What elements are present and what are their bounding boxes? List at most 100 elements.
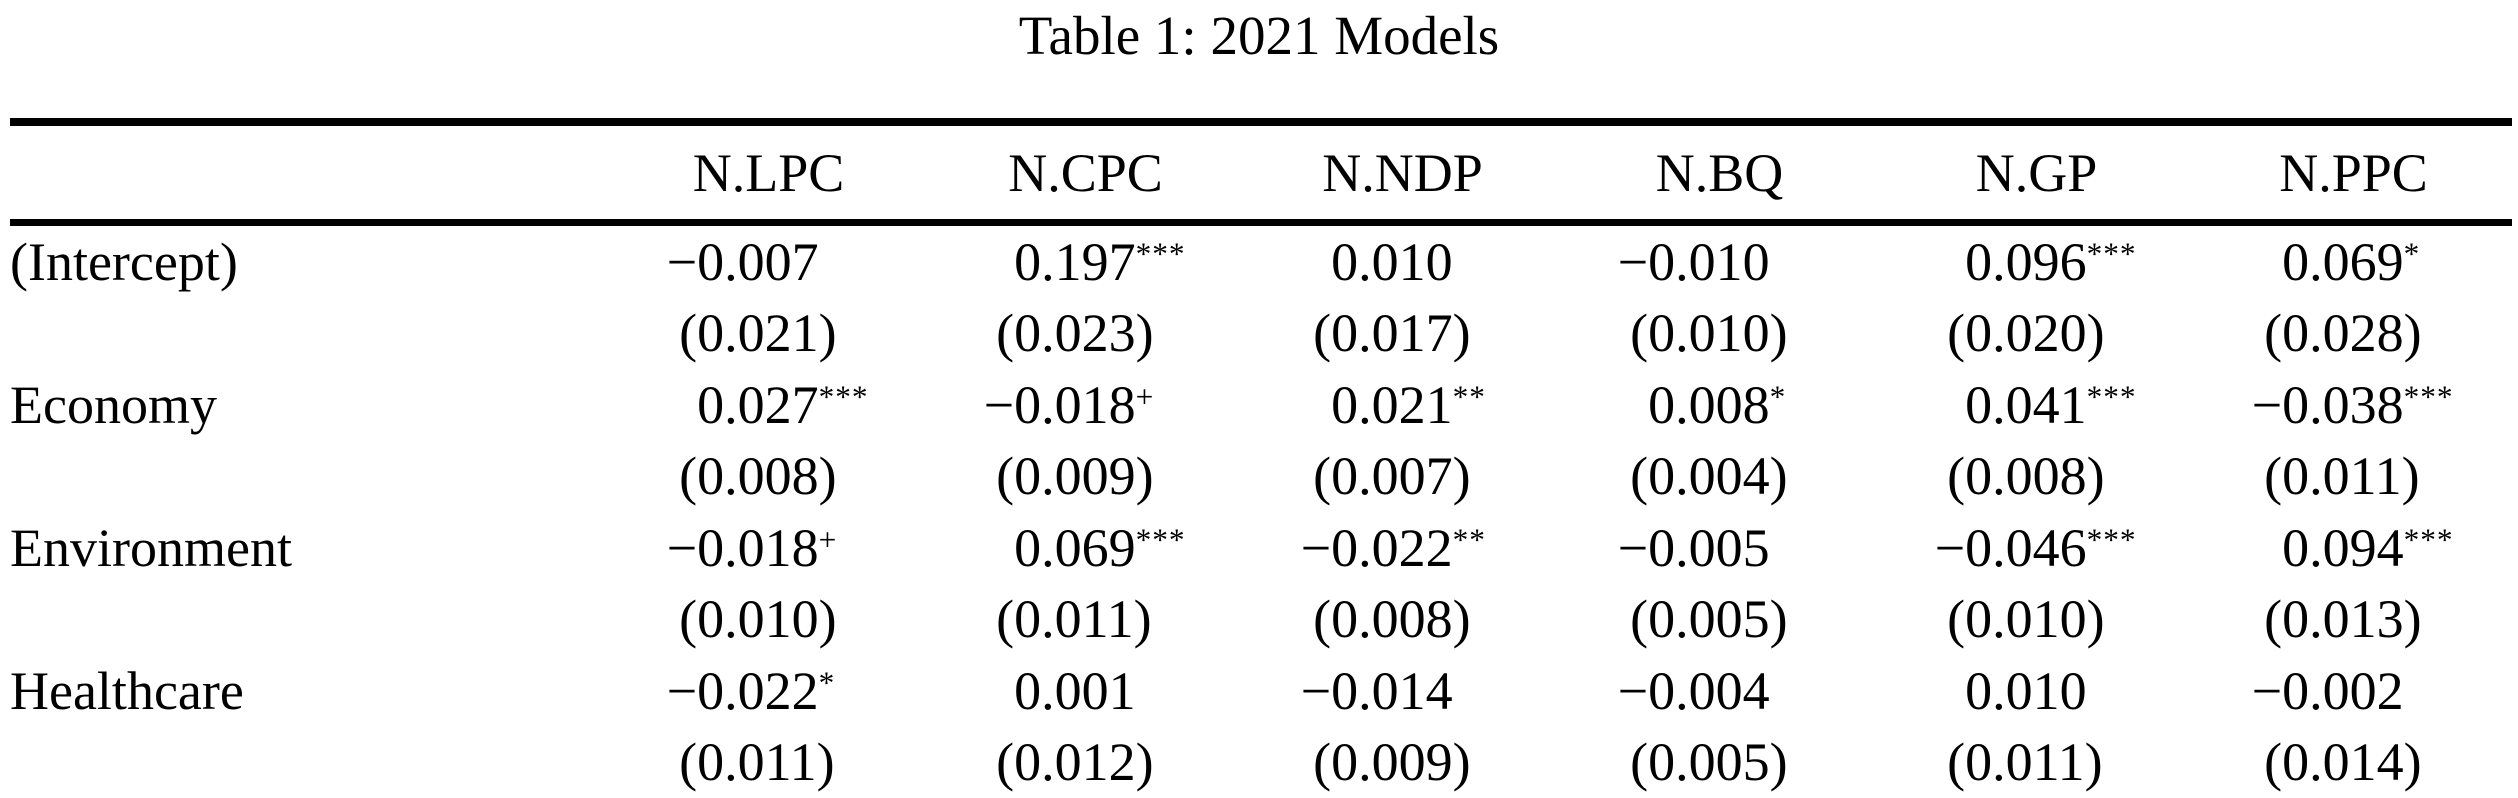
value-integer-part: (0 [1947,732,1993,793]
coefficient-cell: −0.002 [2195,660,2512,722]
value-integer-part: (0 [996,589,1042,650]
value-integer-part: (0 [679,303,725,364]
value-decimal-part: .069*** [1041,517,1186,578]
value-decimal-part: .020) [1992,303,2105,364]
coefficient-cell: −0.018+ [927,374,1244,436]
value-decimal-part: .009) [1358,732,1471,793]
value-integer-part: −0 [1617,660,1676,721]
value-integer-part: 0 [1648,374,1676,435]
stderr-cell: (0.010) [1561,302,1878,364]
table-body: (Intercept) −0.007 0.197*** 0.010 −0.010 0.09… [10,226,2512,798]
coefficient-row: Environment −0.018+ 0.069*** −0.022** −0.005… [10,512,2512,584]
value-decimal-part: .011) [724,732,835,793]
value-integer-part: 0 [1014,660,1042,721]
value-integer-part: 0 [2282,231,2310,292]
column-header: N.LPC [692,143,845,203]
value-decimal-part: .021** [1358,374,1486,435]
significance-stars: *** [1135,236,1186,272]
value-integer-part: 0 [1014,231,1042,292]
value-integer-part: (0 [1313,589,1359,650]
value-decimal-part: .046*** [1992,517,2137,578]
stderr-cell: (0.005) [1561,588,1878,650]
value-decimal-part: .008) [1992,446,2105,507]
value-integer-part: (0 [1630,446,1676,507]
value-decimal-part: .010 [1992,660,2087,721]
stderr-cell: (0.004) [1561,445,1878,507]
value-decimal-part: .027*** [724,374,869,435]
stderr-cell: (0.009) [1244,731,1561,793]
value-integer-part: (0 [996,732,1042,793]
value-integer-part: (0 [1313,732,1359,793]
stderr-cell: (0.010) [1878,588,2195,650]
column-header: N.CPC [1008,143,1163,203]
value-decimal-part: .028) [2309,303,2422,364]
value-decimal-part: .014) [2309,732,2422,793]
coefficient-cell: 0.197*** [927,231,1244,293]
value-decimal-part: .008* [1675,374,1787,435]
value-decimal-part: .009) [1041,446,1154,507]
value-integer-part: −0 [666,660,725,721]
coefficient-row: Economy 0.027*** −0.018+ 0.021** 0.008* 0.041… [10,369,2512,441]
value-decimal-part: .010) [1675,303,1788,364]
value-decimal-part: .008) [1358,589,1471,650]
coefficient-cell: −0.022* [610,660,927,722]
value-decimal-part: .018+ [1041,374,1155,435]
stderr-row: (0.010) (0.011) (0.008) (0.005) (0.010) (0.01… [10,584,2512,656]
value-integer-part: −0 [2251,660,2310,721]
value-decimal-part: .096*** [1992,231,2137,292]
value-decimal-part: .012) [1041,732,1154,793]
value-integer-part: −0 [1934,517,1993,578]
coefficient-cell: 0.027*** [610,374,927,436]
value-integer-part: 0 [1965,374,1993,435]
value-decimal-part: .069* [2309,231,2421,292]
stderr-cell: (0.010) [610,588,927,650]
significance-stars: * [1769,379,1787,415]
significance-stars: *** [2403,379,2454,415]
stderr-cell: (0.013) [2195,588,2512,650]
coefficient-cell: −0.022** [1244,517,1561,579]
value-integer-part: (0 [1947,303,1993,364]
stderr-cell: (0.021) [610,302,927,364]
stderr-cell: (0.020) [1878,302,2195,364]
stderr-row: (0.011) (0.012) (0.009) (0.005) (0.011) (0.01… [10,727,2512,798]
stderr-cell: (0.017) [1244,302,1561,364]
coefficient-cell: −0.010 [1561,231,1878,293]
significance-stars: ** [1452,379,1486,415]
value-integer-part: −0 [666,231,725,292]
value-decimal-part: .010) [1992,589,2105,650]
value-decimal-part: .005) [1675,589,1788,650]
value-decimal-part: .011) [1041,589,1152,650]
value-integer-part: 0 [1014,517,1042,578]
value-integer-part: −0 [1617,517,1676,578]
coefficient-cell: −0.018+ [610,517,927,579]
value-decimal-part: .018+ [724,517,838,578]
value-integer-part: 0 [1965,660,1993,721]
value-integer-part: (0 [2264,732,2310,793]
stderr-cell: (0.009) [927,445,1244,507]
top-rule [10,118,2512,126]
coefficient-cell: −0.005 [1561,517,1878,579]
value-integer-part: −0 [666,517,725,578]
value-integer-part: (0 [996,303,1042,364]
column-header: N.PPC [2279,143,2428,203]
value-integer-part: (0 [996,446,1042,507]
mid-rule [10,219,2512,226]
stderr-cell: (0.011) [610,731,927,793]
value-integer-part: −0 [983,374,1042,435]
coefficient-cell: 0.008* [1561,374,1878,436]
stderr-cell: (0.011) [2195,445,2512,507]
value-integer-part: −0 [1300,660,1359,721]
coefficient-cell: 0.069* [2195,231,2512,293]
value-integer-part: (0 [2264,446,2310,507]
stderr-cell: (0.011) [927,588,1244,650]
value-decimal-part: .010 [1675,231,1770,292]
value-decimal-part: .010) [724,589,837,650]
value-integer-part: (0 [2264,589,2310,650]
coefficient-cell: −0.004 [1561,660,1878,722]
value-decimal-part: .013) [2309,589,2422,650]
coefficient-cell: 0.010 [1878,660,2195,722]
stderr-cell: (0.008) [1244,588,1561,650]
value-decimal-part: .022* [724,660,836,721]
coefficient-cell: −0.038*** [2195,374,2512,436]
